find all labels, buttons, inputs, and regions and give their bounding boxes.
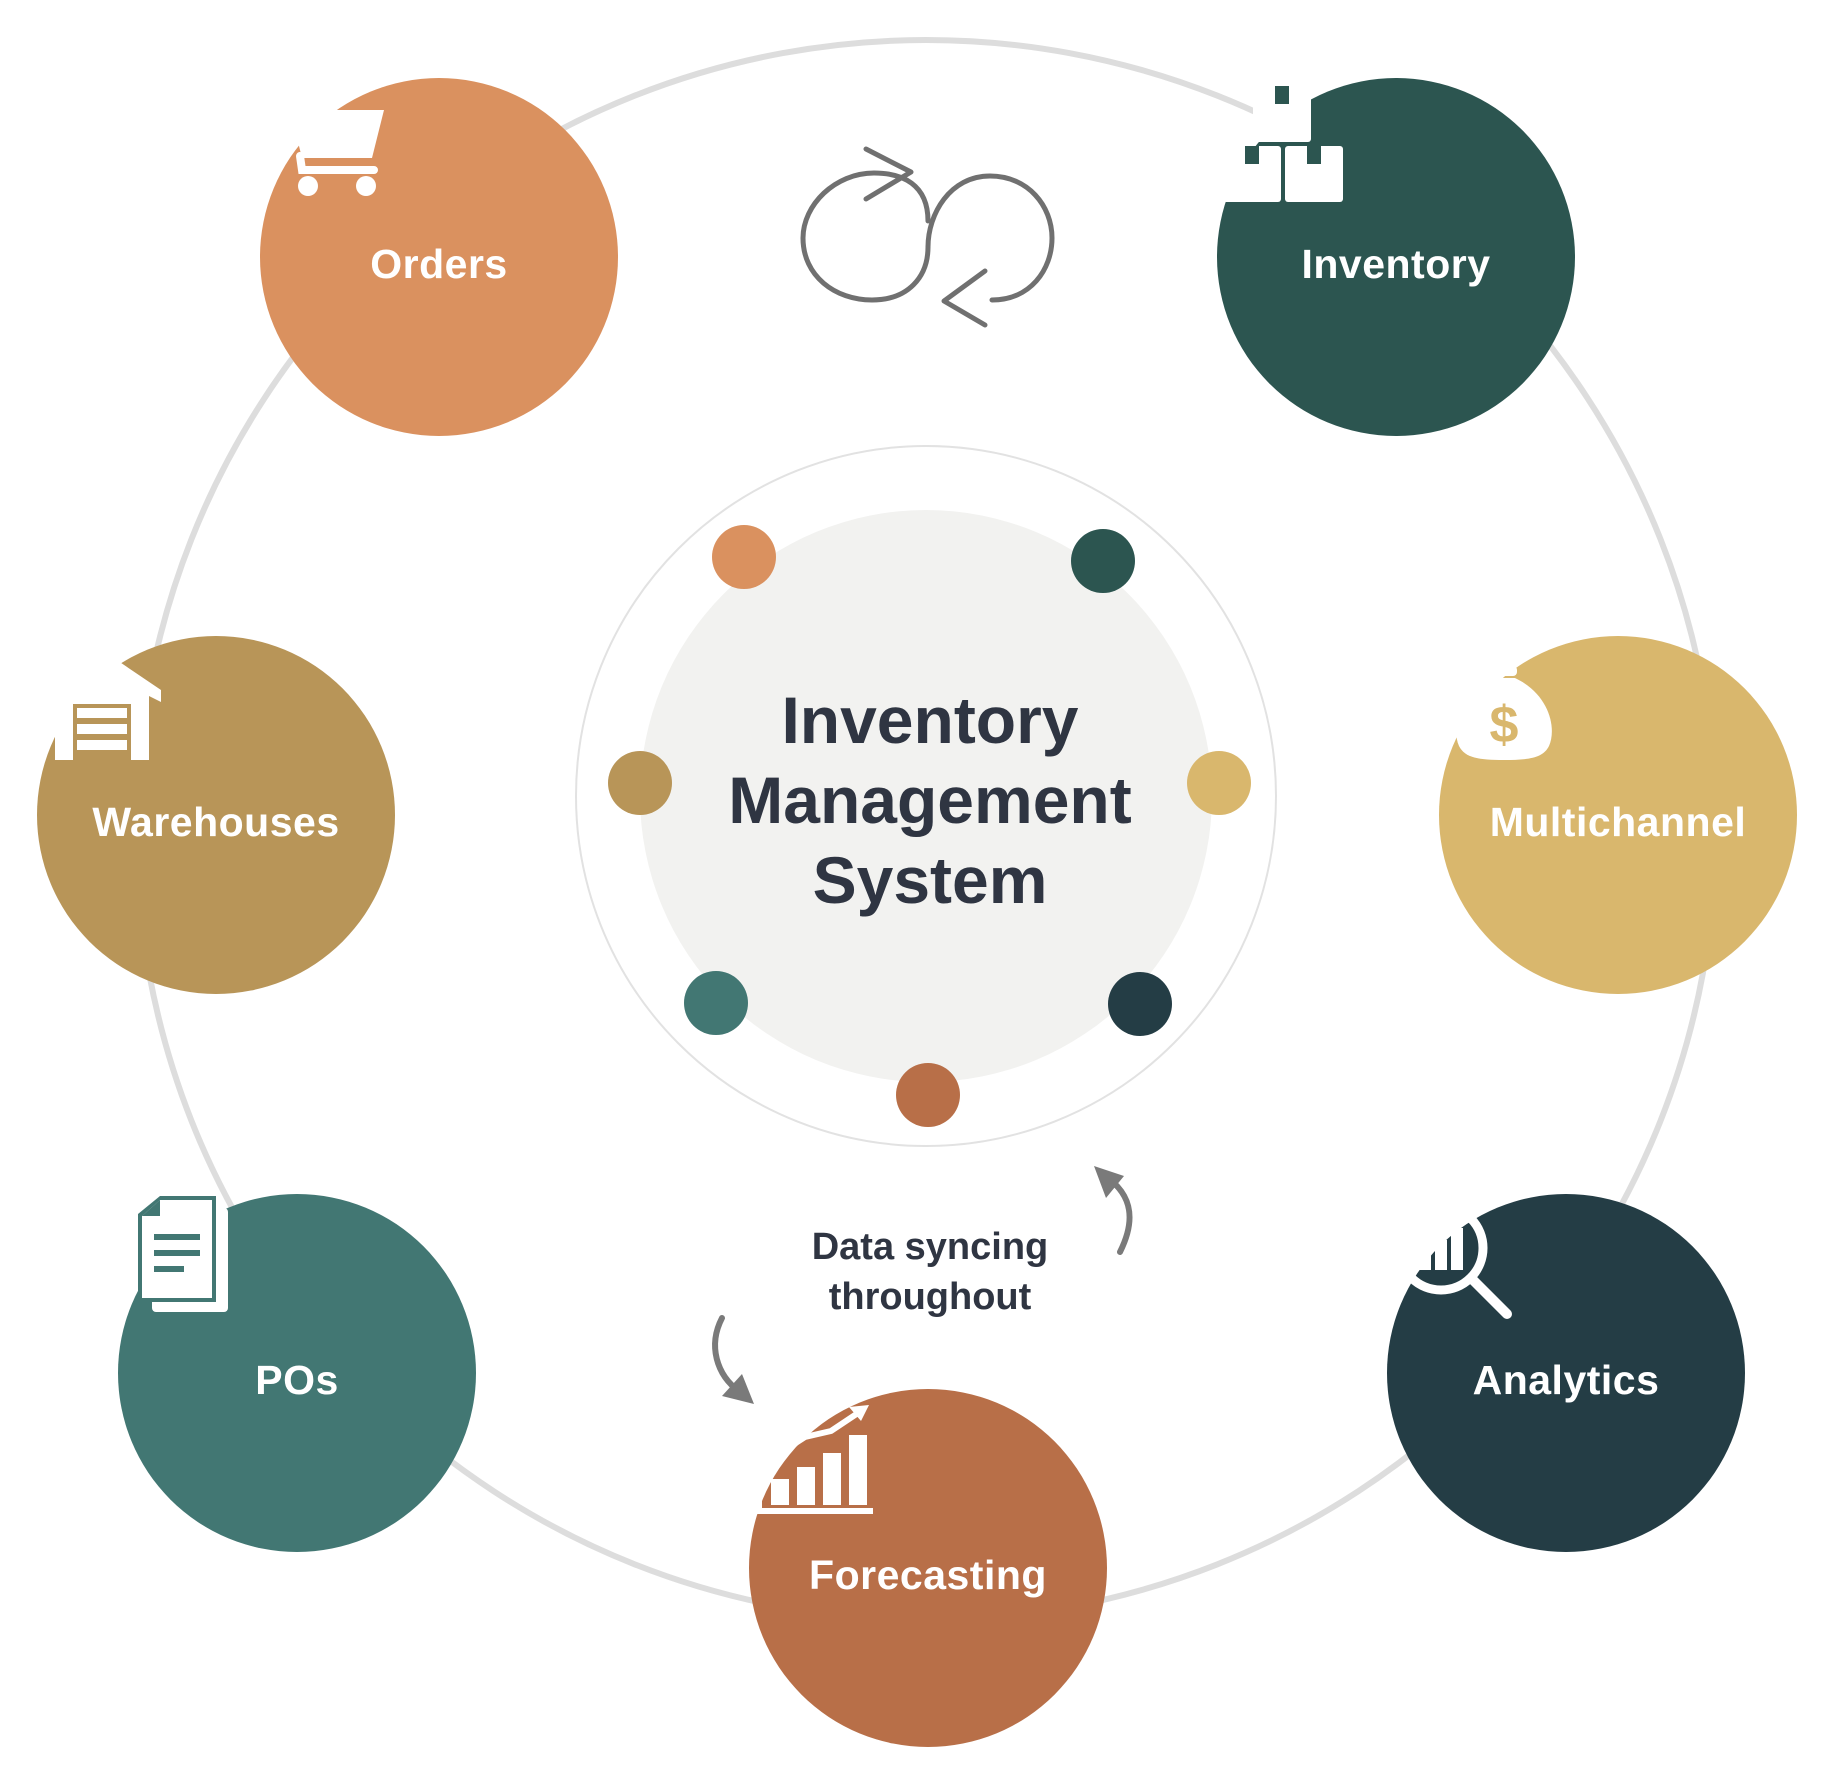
- analytics-magnifier-icon: [1394, 1201, 1512, 1319]
- growth-chart-icon: [756, 1397, 873, 1514]
- node-label-pos: POs: [255, 1356, 339, 1403]
- node-pos: POs: [118, 1194, 476, 1552]
- svg-text:$: $: [1490, 696, 1519, 754]
- warehouse-icon: [43, 650, 161, 760]
- node-inventory: Inventory: [1217, 78, 1575, 436]
- node-analytics: Analytics: [1387, 1194, 1745, 1552]
- center-title-line-1: Inventory: [781, 683, 1079, 757]
- node-label-orders: Orders: [370, 240, 508, 287]
- money-bag-icon: $: [1456, 644, 1552, 760]
- node-label-analytics: Analytics: [1472, 1356, 1660, 1403]
- documents-icon: [138, 1196, 228, 1312]
- dot-forecasting: [896, 1063, 960, 1127]
- node-label-warehouses: Warehouses: [92, 798, 340, 845]
- boxes-icon: [1223, 86, 1343, 202]
- node-forecasting: Forecasting: [749, 1389, 1107, 1747]
- node-orders: Orders: [260, 78, 618, 436]
- node-label-forecasting: Forecasting: [809, 1551, 1047, 1598]
- node-label-multichannel: Multichannel: [1489, 798, 1747, 845]
- node-multichannel: $ Multichannel: [1439, 636, 1797, 994]
- node-warehouses: Warehouses: [37, 636, 395, 994]
- sync-caption-line-2: throughout: [828, 1276, 1032, 1318]
- dot-orders: [712, 525, 776, 589]
- dot-analytics: [1108, 972, 1172, 1036]
- sync-caption: Data syncing throughout: [760, 1222, 1100, 1322]
- inner-disc: [640, 510, 1212, 1082]
- dot-warehouses: [608, 751, 672, 815]
- center-title-line-3: System: [812, 843, 1048, 917]
- center-title: Inventory Management System: [660, 680, 1200, 920]
- cart-icon: [261, 91, 384, 196]
- dot-inventory: [1071, 529, 1135, 593]
- node-label-inventory: Inventory: [1301, 240, 1491, 287]
- dot-pos: [684, 971, 748, 1035]
- dot-multichannel: [1187, 751, 1251, 815]
- sync-arrow-down-head: [722, 1374, 754, 1404]
- sync-loop-icon: [800, 146, 1055, 328]
- sync-arrow-up-head: [1094, 1166, 1124, 1198]
- center-title-line-2: Management: [728, 763, 1132, 837]
- sync-caption-line-1: Data syncing: [811, 1226, 1049, 1268]
